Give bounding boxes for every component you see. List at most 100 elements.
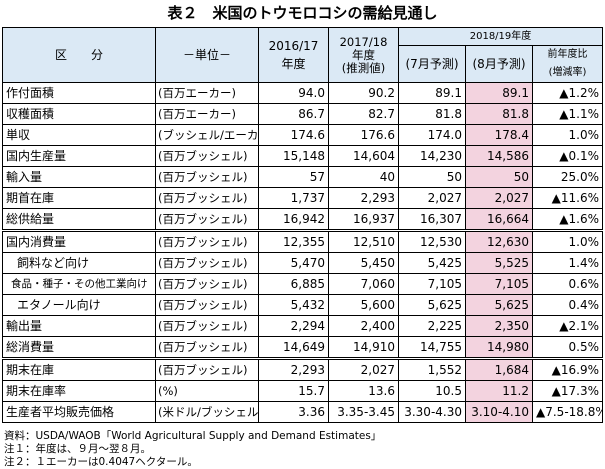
value-august-forecast: 1,684	[465, 357, 533, 381]
value-yoy-change: 0.5%	[531, 336, 604, 359]
value-yoy-change: ▲1.2%	[531, 82, 604, 104]
table-row: 輸出量 (百万ブッシェル) 2,294 2,400 2,225 2,350 ▲2.1%	[2, 315, 604, 337]
value-yoy-change: ▲1.1%	[531, 103, 604, 125]
value-august-forecast: 178.4	[465, 124, 533, 146]
value-2017-18: 14,604	[328, 145, 399, 167]
value-yoy-change: ▲11.6%	[531, 187, 604, 209]
row-unit: (%)	[155, 380, 259, 402]
header-2018-19-group: 2018/19年度	[397, 27, 604, 46]
value-august-forecast: 89.1	[465, 82, 533, 104]
table-row: 輸入量 (百万ブッシェル) 57 40 50 50 25.0%	[2, 166, 604, 188]
value-2017-18: 2,400	[328, 315, 399, 337]
value-yoy-change: 0.6%	[531, 273, 604, 295]
value-august-forecast: 11.2	[465, 380, 533, 402]
row-label: 国内生産量	[2, 145, 156, 167]
notes: 資料：USDA/WAOB「World Agricultural Supply a…	[4, 430, 381, 469]
row-label: 国内消費量	[2, 229, 156, 253]
value-yoy-change: ▲0.1%	[531, 145, 604, 167]
value-july-forecast: 174.0	[398, 124, 466, 146]
row-label: 総供給量	[2, 208, 156, 231]
value-july-forecast: 14,230	[398, 145, 466, 167]
row-unit: (米ドル/ブッシェル)	[155, 401, 259, 423]
value-2016-17: 3.36	[258, 401, 329, 423]
value-2016-17: 15,148	[258, 145, 329, 167]
value-yoy-change: ▲2.1%	[531, 315, 604, 337]
row-label: 総消費量	[2, 336, 156, 359]
value-august-forecast: 14,586	[465, 145, 533, 167]
header-unit: －単位－	[155, 27, 259, 83]
value-2016-17: 2,294	[258, 315, 329, 337]
value-2016-17: 5,470	[258, 252, 329, 274]
value-yoy-change: ▲17.3%	[531, 380, 604, 402]
value-2016-17: 1,737	[258, 187, 329, 209]
value-july-forecast: 12,530	[398, 229, 466, 253]
table-row: 収穫面積 (百万エーカー) 86.7 82.7 81.8 81.8 ▲1.1%	[2, 103, 604, 125]
value-yoy-change: 25.0%	[531, 166, 604, 188]
value-2016-17: 6,885	[258, 273, 329, 295]
row-unit: (百万ブッシェル)	[155, 187, 259, 209]
row-label: 収穫面積	[2, 103, 156, 125]
table-row: 生産者平均販売価格 (米ドル/ブッシェル) 3.36 3.35-3.45 3.30-4.…	[2, 401, 604, 423]
value-july-forecast: 5,425	[398, 252, 466, 274]
row-unit: (百万ブッシェル)	[155, 273, 259, 295]
row-unit: (百万ブッシェル)	[155, 208, 259, 231]
header-2017-18: 2017/18 年度 (推測値)	[328, 27, 399, 83]
row-unit: (百万ブッシェル)	[155, 336, 259, 359]
row-label: 期末在庫率	[2, 380, 156, 402]
value-august-forecast: 14,980	[465, 336, 533, 359]
value-2017-18: 2,293	[328, 187, 399, 209]
row-unit: (百万ブッシェル)	[155, 252, 259, 274]
value-july-forecast: 14,755	[398, 336, 466, 359]
value-august-forecast: 7,105	[465, 273, 533, 295]
value-august-forecast: 2,350	[465, 315, 533, 337]
row-unit: (百万ブッシェル)	[155, 294, 259, 316]
row-label: 単収	[2, 124, 156, 146]
row-label: 飼料など向け	[2, 252, 156, 274]
value-2016-17: 2,293	[258, 357, 329, 381]
value-2017-18: 13.6	[328, 380, 399, 402]
row-unit: (百万ブッシェル)	[155, 357, 259, 381]
value-july-forecast: 2,225	[398, 315, 466, 337]
value-2016-17: 12,355	[258, 229, 329, 253]
header-august-forecast: (8月予測)	[465, 45, 533, 83]
note-2: 注２：１エーカーは0.4047ヘクタール。	[4, 456, 198, 468]
value-2017-18: 90.2	[328, 82, 399, 104]
value-yoy-change: 1.0%	[531, 124, 604, 146]
value-2016-17: 94.0	[258, 82, 329, 104]
value-august-forecast: 5,625	[465, 294, 533, 316]
table-row: エタノール向け (百万ブッシェル) 5,432 5,600 5,625 5,625 0.4%	[2, 294, 604, 316]
value-2017-18: 82.7	[328, 103, 399, 125]
value-2016-17: 174.6	[258, 124, 329, 146]
value-july-forecast: 81.8	[398, 103, 466, 125]
value-2017-18: 14,910	[328, 336, 399, 359]
table-row: 食品・種子・その他工業向け (百万ブッシェル) 6,885 7,060 7,105 7,1…	[2, 273, 604, 295]
value-august-forecast: 16,664	[465, 208, 533, 231]
value-july-forecast: 16,307	[398, 208, 466, 231]
table-row: 期末在庫 (百万ブッシェル) 2,293 2,027 1,552 1,684 ▲16.9%	[2, 357, 604, 381]
value-2017-18: 176.6	[328, 124, 399, 146]
value-august-forecast: 2,027	[465, 187, 533, 209]
value-july-forecast: 89.1	[398, 82, 466, 104]
table-row: 総供給量 (百万ブッシェル) 16,942 16,937 16,307 16,664 ▲1.…	[2, 208, 604, 231]
value-2016-17: 16,942	[258, 208, 329, 231]
value-july-forecast: 50	[398, 166, 466, 188]
table-row: 期首在庫 (百万ブッシェル) 1,737 2,293 2,027 2,027 ▲11.6%	[2, 187, 604, 209]
value-2017-18: 5,600	[328, 294, 399, 316]
row-label: 期首在庫	[2, 187, 156, 209]
value-2017-18: 16,937	[328, 208, 399, 231]
value-yoy-change: 1.0%	[531, 229, 604, 253]
value-yoy-change: ▲16.9%	[531, 357, 604, 381]
table-row: 作付面積 (百万エーカー) 94.0 90.2 89.1 89.1 ▲1.2%	[2, 82, 604, 104]
value-2017-18: 12,510	[328, 229, 399, 253]
value-july-forecast: 3.30-4.30	[398, 401, 466, 423]
note-source: 資料：USDA/WAOB「World Agricultural Supply a…	[4, 430, 382, 442]
value-2017-18: 2,027	[328, 357, 399, 381]
row-unit: (百万ブッシェル)	[155, 166, 259, 188]
row-unit: (百万ブッシェル)	[155, 229, 259, 253]
supply-demand-table: 区 分 －単位－ 2016/17 年度 2017/18 年度 (推測値) 2018/1…	[2, 27, 604, 423]
value-august-forecast: 3.10-4.10	[465, 401, 533, 423]
row-label: 生産者平均販売価格	[2, 401, 156, 423]
value-august-forecast: 81.8	[465, 103, 533, 125]
header-2016-17: 2016/17 年度	[258, 27, 329, 83]
note-1: 注１：年度は、９月～翌８月。	[4, 443, 151, 455]
